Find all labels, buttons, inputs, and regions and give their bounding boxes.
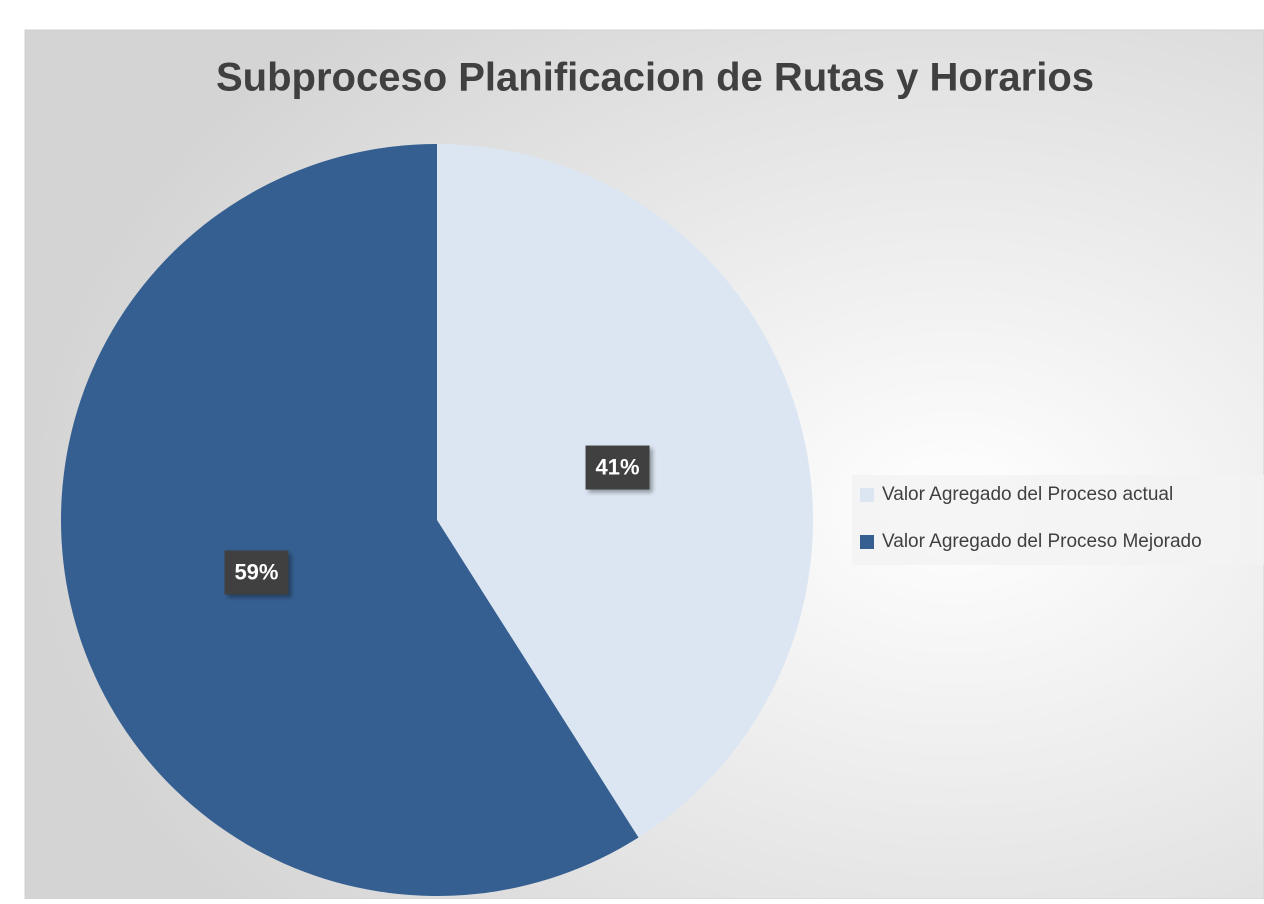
chart-title: Subproceso Planificacion de Rutas y Hora… (216, 56, 1094, 100)
legend (852, 475, 1264, 565)
data-label: 41% (596, 454, 640, 479)
pie-slice (60, 144, 639, 896)
data-label: 59% (234, 559, 278, 584)
legend-label: Valor Agregado del Proceso Mejorado (882, 531, 1202, 552)
legend-swatch (860, 488, 874, 502)
data-label-box (224, 550, 289, 595)
legend-swatch (860, 535, 874, 549)
legend-label: Valor Agregado del Proceso actual (882, 484, 1173, 505)
data-label-box (585, 445, 650, 490)
pie-slice (437, 144, 813, 838)
